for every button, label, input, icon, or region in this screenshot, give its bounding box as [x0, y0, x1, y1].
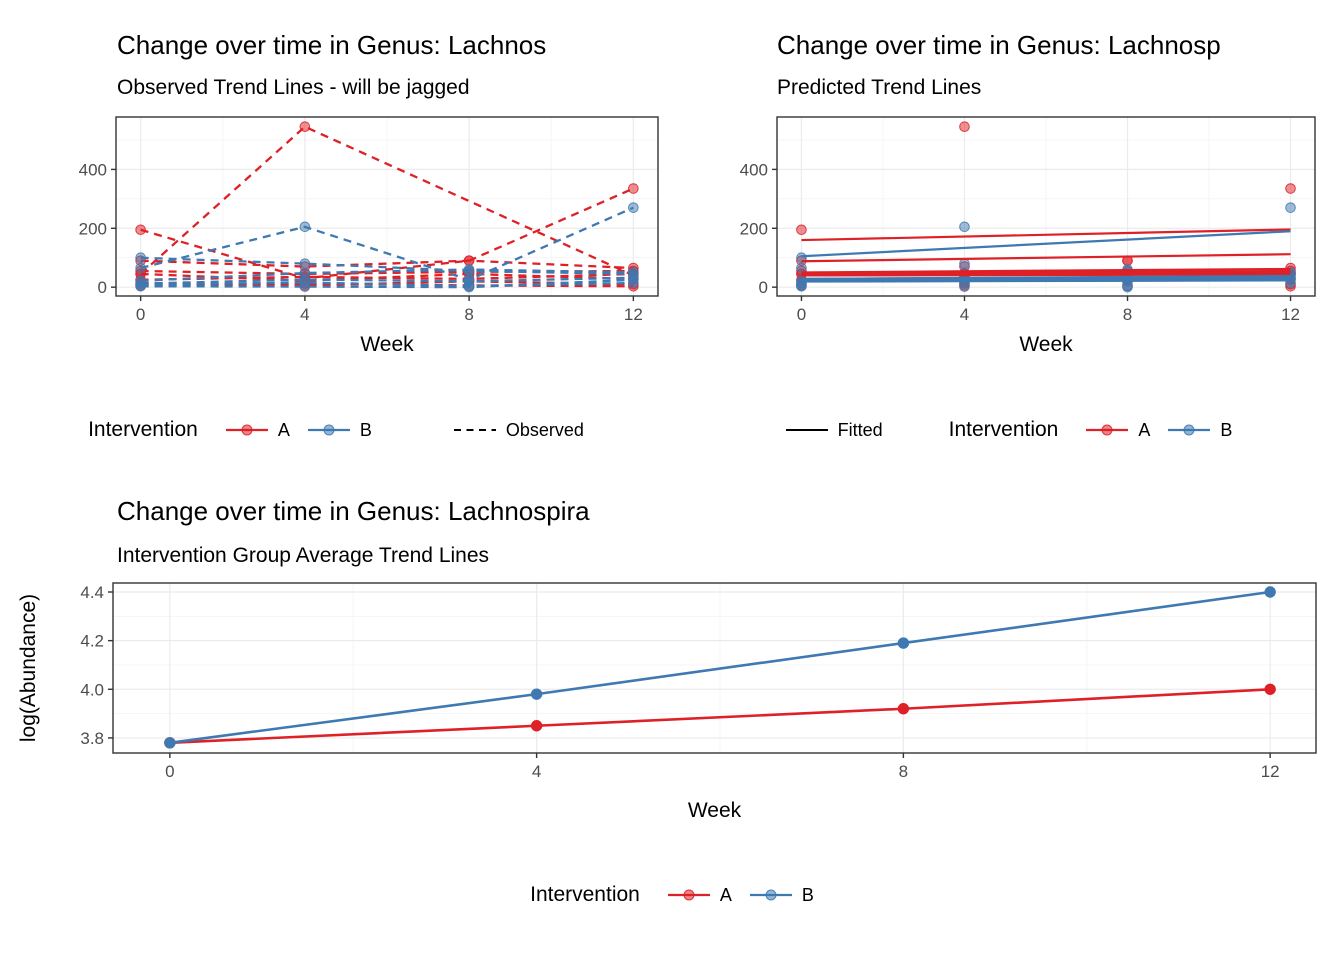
observed-x-axis-label: Week [360, 333, 414, 356]
average-legend: Intervention A B [0, 877, 1344, 913]
svg-text:8: 8 [464, 305, 473, 324]
intervention-b-key-icon [307, 424, 350, 436]
average-legend-item-b: B [748, 885, 814, 906]
svg-text:4: 4 [532, 762, 541, 781]
observed-legend-label-a: A [277, 419, 290, 440]
svg-text:0: 0 [797, 305, 806, 324]
observed-panel: 0 4 8 12 0 200 400 [79, 116, 659, 324]
svg-text:12: 12 [624, 305, 643, 324]
observed-linetype-label: Observed [505, 419, 584, 440]
predicted-legend-item-a: A [1084, 420, 1150, 441]
observed-linetype-legend-item: Observed [452, 420, 584, 441]
average-legend-item-a: A [666, 885, 732, 906]
fitted-linetype-label: Fitted [837, 419, 883, 440]
average-panel: 0 4 8 12 3.8 4.0 4.2 4.4 [80, 582, 1317, 781]
average-legend-title: Intervention [530, 883, 640, 906]
predicted-legend-title: Intervention [948, 418, 1059, 441]
predicted-chart-subtitle: Predicted Trend Lines [777, 76, 982, 99]
observed-chart-title: Change over time in Genus: Lachnos [117, 30, 547, 60]
intervention-a-key-icon [667, 889, 710, 901]
observed-legend-title: Intervention [88, 418, 198, 441]
svg-text:12: 12 [1281, 305, 1300, 324]
observed-legend-label-b: B [359, 419, 372, 440]
observed-chart-subtitle: Observed Trend Lines - will be jagged [117, 76, 470, 99]
svg-text:200: 200 [740, 219, 768, 238]
svg-text:4: 4 [960, 305, 969, 324]
svg-text:200: 200 [79, 219, 107, 238]
svg-text:8: 8 [899, 762, 908, 781]
predicted-legend-label-b: B [1220, 419, 1233, 440]
predicted-legend-item-b: B [1166, 420, 1232, 441]
observed-legend: Intervention A B Observed [0, 412, 672, 448]
observed-linetype-key-icon [453, 429, 496, 431]
average-chart-title: Change over time in Genus: Lachnospira [117, 496, 590, 526]
average-legend-label-b: B [801, 884, 814, 905]
predicted-x-axis-label: Week [1019, 333, 1073, 356]
predicted-chart-title: Change over time in Genus: Lachnosp [777, 30, 1221, 60]
svg-text:400: 400 [740, 160, 768, 179]
average-x-axis-label: Week [687, 799, 742, 822]
observed-legend-item-b: B [306, 420, 372, 441]
observed-legend-item-a: A [224, 420, 290, 441]
svg-text:0: 0 [165, 762, 174, 781]
svg-text:0: 0 [98, 278, 107, 297]
svg-text:0: 0 [759, 278, 768, 297]
average-legend-label-a: A [719, 884, 732, 905]
fitted-linetype-key-icon [785, 429, 828, 431]
svg-text:4: 4 [300, 305, 309, 324]
average-chart-subtitle: Intervention Group Average Trend Lines [117, 544, 490, 567]
fitted-linetype-legend-item: Fitted [784, 420, 883, 441]
svg-text:12: 12 [1261, 762, 1280, 781]
svg-text:0: 0 [136, 305, 145, 324]
svg-text:4.4: 4.4 [80, 583, 104, 602]
intervention-a-key-icon [1086, 424, 1129, 436]
intervention-a-key-icon [225, 424, 268, 436]
predicted-legend: Fitted Intervention A B [672, 412, 1344, 448]
intervention-b-key-icon [749, 889, 792, 901]
predicted-legend-label-a: A [1138, 419, 1151, 440]
svg-text:400: 400 [79, 160, 107, 179]
intervention-b-key-icon [1168, 424, 1211, 436]
average-y-axis-label: log(Abundance) [17, 593, 40, 743]
svg-text:4.0: 4.0 [80, 680, 104, 699]
svg-text:8: 8 [1123, 305, 1132, 324]
svg-text:3.8: 3.8 [80, 729, 104, 748]
svg-text:4.2: 4.2 [80, 632, 104, 651]
predicted-panel: 0 4 8 12 0 200 400 [740, 116, 1316, 324]
